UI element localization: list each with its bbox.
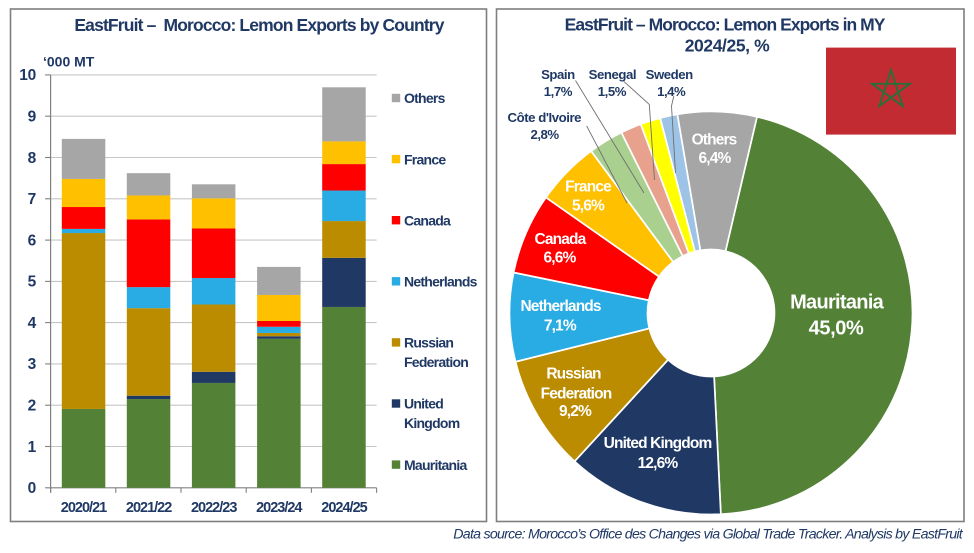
svg-text:9,2%: 9,2% — [559, 403, 592, 420]
svg-text:Others: Others — [692, 131, 737, 148]
svg-text:2024/25: 2024/25 — [321, 500, 367, 516]
svg-text:7: 7 — [28, 191, 36, 208]
svg-text:Others: Others — [404, 90, 446, 106]
svg-text:‘000 MT: ‘000 MT — [43, 54, 95, 70]
svg-text:45,0%: 45,0% — [809, 318, 864, 340]
svg-text:0: 0 — [28, 480, 36, 497]
svg-text:7,1%: 7,1% — [544, 318, 577, 335]
svg-text:3: 3 — [28, 356, 37, 373]
svg-text:Côte d'Ivoire: Côte d'Ivoire — [508, 110, 582, 125]
svg-text:United: United — [404, 396, 443, 412]
svg-text:2021/22: 2021/22 — [126, 500, 172, 516]
svg-text:Mauritania: Mauritania — [404, 457, 467, 473]
svg-text:1,4%: 1,4% — [657, 84, 686, 99]
svg-text:Data source: Morocco’s Office: Data source: Morocco’s Office des Change… — [453, 527, 963, 543]
svg-text:EastFruit – Morocco: Lemon Ex: EastFruit – Morocco: Lemon Exports by Co… — [74, 15, 444, 35]
svg-text:France: France — [404, 151, 446, 167]
svg-text:2022/23: 2022/23 — [191, 500, 237, 516]
svg-text:Canada: Canada — [404, 212, 451, 228]
svg-text:6,6%: 6,6% — [544, 250, 577, 267]
svg-text:Senegal: Senegal — [589, 67, 636, 82]
svg-text:4: 4 — [28, 315, 37, 332]
svg-text:1,7%: 1,7% — [544, 84, 573, 99]
svg-text:2,8%: 2,8% — [530, 127, 559, 142]
svg-text:1: 1 — [28, 439, 37, 456]
svg-text:5: 5 — [28, 274, 37, 291]
svg-text:9: 9 — [28, 109, 37, 126]
svg-text:Netherlands: Netherlands — [520, 298, 600, 315]
svg-text:Sweden: Sweden — [646, 67, 694, 82]
svg-text:12,6%: 12,6% — [638, 455, 679, 472]
svg-text:10: 10 — [19, 67, 36, 84]
svg-text:5,6%: 5,6% — [572, 198, 605, 215]
svg-text:Russian: Russian — [546, 366, 601, 383]
svg-text:Russian: Russian — [404, 335, 453, 351]
svg-text:6,4%: 6,4% — [699, 150, 732, 167]
svg-text:2024/25, %: 2024/25, % — [685, 36, 770, 56]
svg-text:6: 6 — [28, 232, 37, 249]
svg-text:1,5%: 1,5% — [598, 84, 627, 99]
svg-text:Federation: Federation — [404, 354, 468, 370]
svg-text:Canada: Canada — [535, 231, 587, 248]
svg-text:Mauritania: Mauritania — [790, 291, 885, 313]
svg-text:Kingdom: Kingdom — [404, 415, 460, 431]
svg-text:Spain: Spain — [541, 67, 575, 82]
svg-text:Netherlands: Netherlands — [404, 274, 478, 290]
svg-text:Federation: Federation — [541, 386, 612, 403]
svg-text:United Kingdom: United Kingdom — [604, 435, 712, 452]
svg-text:2020/21: 2020/21 — [61, 500, 107, 516]
svg-text:EastFruit – Morocco: Lemon Exp: EastFruit – Morocco: Lemon Exports in MY — [565, 14, 886, 34]
svg-text:France: France — [565, 179, 612, 196]
svg-text:8: 8 — [28, 150, 37, 167]
svg-text:2023/24: 2023/24 — [256, 500, 302, 516]
svg-text:2: 2 — [28, 398, 36, 415]
